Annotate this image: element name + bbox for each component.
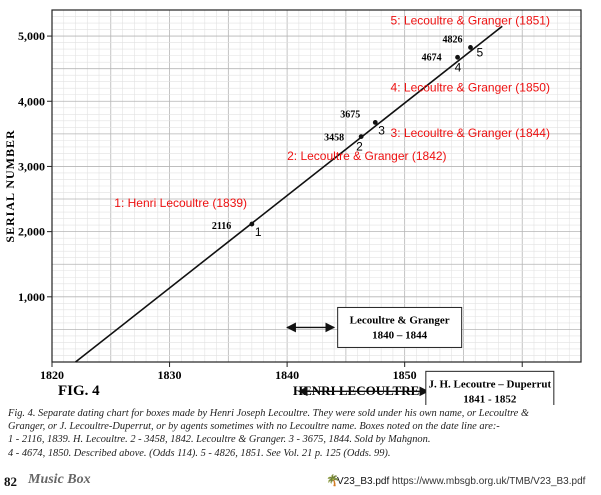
y-tick-label: 5,000 bbox=[18, 29, 45, 43]
data-point-number: 4 bbox=[455, 60, 462, 74]
y-tick-label: 2,000 bbox=[18, 225, 45, 239]
magazine-title: Music Box bbox=[28, 472, 91, 487]
point-annotation: 5: Lecoultre & Granger (1851) bbox=[391, 13, 550, 27]
data-point bbox=[468, 45, 473, 50]
pdf-url-link[interactable]: https://www.mbsgb.org.uk/TMB/V23_B3.pdf bbox=[392, 476, 586, 487]
pdf-file-name: V23_B3.pdf bbox=[337, 476, 390, 487]
range-dates: 1840 – 1844 bbox=[372, 329, 428, 341]
caption-line: Fig. 4. Separate dating chart for boxes … bbox=[8, 408, 529, 419]
point-annotation: 4: Lecoultre & Granger (1850) bbox=[391, 80, 550, 94]
range-label-box bbox=[337, 306, 463, 348]
page-number: 82 bbox=[4, 474, 17, 489]
data-point-number: 1 bbox=[255, 225, 262, 239]
page-footer: 82 Music Box 🌴 V23_B3.pdf https://www.mb… bbox=[0, 470, 601, 495]
range-label: Lecoultre & Granger bbox=[350, 314, 450, 326]
x-tick-label: 1820 bbox=[40, 368, 64, 382]
palm-tree-icon: 🌴 bbox=[326, 475, 340, 487]
data-point-number: 5 bbox=[476, 45, 483, 59]
y-tick-label: 1,000 bbox=[18, 290, 45, 304]
data-point bbox=[249, 221, 255, 227]
data-point bbox=[358, 134, 364, 139]
data-point-value: 2116 bbox=[212, 221, 231, 232]
x-tick-label: 1850 bbox=[393, 368, 417, 382]
plot-border bbox=[51, 9, 582, 363]
data-point-number: 2 bbox=[356, 140, 363, 154]
figure-label: FIG. 4 bbox=[58, 383, 100, 399]
serial-trend-line bbox=[75, 25, 503, 363]
y-axis-label: SERIAL NUMBER bbox=[3, 129, 17, 242]
range-label-box bbox=[425, 370, 555, 405]
x-tick-label: 1840 bbox=[275, 368, 299, 382]
point-annotation: 2: Lecoultre & Granger (1842) bbox=[287, 149, 446, 163]
data-point-value: 3458 bbox=[324, 133, 344, 144]
data-point-value: 4826 bbox=[442, 34, 462, 45]
x-tick-label: 1830 bbox=[158, 368, 182, 382]
range-dates: 1841 - 1852 bbox=[463, 393, 517, 405]
point-annotation: 1: Henri Lecoultre (1839) bbox=[114, 196, 247, 210]
point-annotation: 3: Lecoultre & Granger (1844) bbox=[391, 126, 550, 140]
range-label: J. H. Lecoutre – Duperrut bbox=[429, 378, 552, 390]
data-point-number: 3 bbox=[378, 123, 385, 137]
y-tick-label: 4,000 bbox=[18, 94, 45, 108]
data-point-value: 4674 bbox=[422, 52, 442, 63]
caption-line: 1 - 2116, 1839. H. Lecoultre. 2 - 3458, … bbox=[8, 434, 431, 446]
caption-line: 4 - 4674, 1850. Described above. (Odds 1… bbox=[8, 447, 391, 459]
figure-caption: Fig. 4. Separate dating chart for boxes … bbox=[8, 407, 596, 460]
data-point bbox=[455, 54, 460, 60]
caption-line: Granger, or J. Lecoultre-Duperrut, or by… bbox=[8, 421, 500, 433]
dating-chart: 182018301840185018601,0002,0003,0004,000… bbox=[3, 9, 582, 405]
y-tick-label: 3,000 bbox=[18, 159, 45, 173]
data-point-value: 3675 bbox=[340, 109, 360, 120]
data-point bbox=[372, 120, 378, 125]
